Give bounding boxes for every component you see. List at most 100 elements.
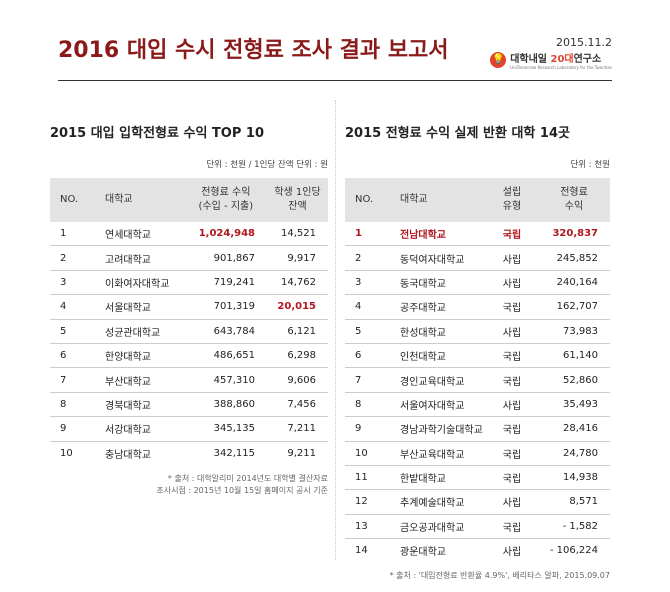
- cell-university: 서울대학교: [95, 294, 185, 320]
- cell-no: 1: [345, 222, 390, 247]
- table-row: 2 동덕여자대학교 사립 245,852: [345, 245, 610, 271]
- cell-university: 한밭대학교: [390, 465, 486, 491]
- cell-no: 11: [345, 465, 390, 491]
- cell-no: 7: [345, 367, 390, 393]
- table-row: 4 서울대학교 701,319 20,015: [50, 294, 328, 320]
- cell-no: 9: [345, 416, 390, 442]
- cell-value2: 7,456: [267, 392, 328, 418]
- cell-value2: 245,852: [538, 245, 610, 271]
- table-row: 1 연세대학교 1,024,948 14,521: [50, 222, 328, 247]
- table-row: 9 서강대학교 345,135 7,211: [50, 416, 328, 442]
- right-title: 2015 전형료 수익 실제 반환 대학 14곳: [345, 126, 570, 141]
- cell-value: 국립: [486, 514, 538, 540]
- cell-value2: 20,015: [267, 294, 328, 320]
- cell-university: 동덕여자대학교: [390, 245, 486, 271]
- cell-university: 추계예술대학교: [390, 489, 486, 515]
- cell-no: 6: [345, 343, 390, 369]
- cell-value: 901,867: [184, 245, 267, 271]
- right-section: 2015 전형료 수익 실제 반환 대학 14곳 단위 : 천원 NO. 대학교…: [345, 122, 610, 582]
- table-row: 5 한성대학교 사립 73,983: [345, 319, 610, 344]
- table-row: 8 서울여자대학교 사립 35,493: [345, 392, 610, 418]
- cell-value: 345,135: [184, 416, 267, 442]
- left-title: 2015 대입 입학전형료 수익 TOP 10: [50, 126, 264, 141]
- cell-value2: 8,571: [538, 489, 610, 515]
- cell-value: 643,784: [184, 319, 267, 344]
- cell-no: 6: [50, 343, 95, 369]
- cell-value: 국립: [486, 294, 538, 320]
- cell-value: 사립: [502, 547, 522, 559]
- col-revenue: 전형료 수익: [560, 187, 588, 212]
- cell-university: 공주대학교: [390, 294, 486, 320]
- table-row: 7 경인교육대학교 국립 52,860: [345, 367, 610, 393]
- cell-university: 연세대학교: [95, 222, 185, 247]
- cell-no: 10: [60, 447, 73, 459]
- cell-value2: 14,521: [267, 222, 328, 247]
- cell-value: 사립: [486, 392, 538, 418]
- cell-no: 9: [50, 416, 95, 442]
- table-header: NO. 대학교 전형료 수익 (수입 - 지출) 학생 1인당 잔액: [50, 178, 328, 222]
- logo: 💡 대학내일 20대연구소 UniTomorrow Research Labor…: [490, 50, 612, 70]
- cell-value2: 9,917: [267, 245, 328, 271]
- cell-value2: 7,211: [267, 416, 328, 442]
- cell-university: 동국대학교: [390, 270, 486, 296]
- cell-value2: 320,837: [538, 222, 610, 247]
- right-source-note: * 출처 : '대입전형료 반환율 4.9%', 베리타스 알파, 2015.0…: [389, 571, 610, 581]
- cell-university: 경남과학기술대학교: [390, 416, 486, 442]
- table-row: 2 고려대학교 901,867 9,917: [50, 245, 328, 271]
- table-row: 7 부산대학교 457,310 9,606: [50, 367, 328, 393]
- cell-value: 388,860: [184, 392, 267, 418]
- cell-value2: 9,606: [267, 367, 328, 393]
- cell-no: 5: [50, 319, 95, 344]
- cell-value2: 73,983: [538, 319, 610, 344]
- cell-value2: 6,121: [267, 319, 328, 344]
- cell-value: 457,310: [184, 367, 267, 393]
- left-unit: 단위 : 천원 / 1인당 잔액 단위 : 원: [206, 160, 328, 170]
- cell-university: 금오공과대학교: [390, 514, 486, 540]
- cell-value2: 6,298: [267, 343, 328, 369]
- col-university: 대학교: [105, 194, 133, 205]
- title-divider: [58, 80, 612, 81]
- cell-university: 한양대학교: [95, 343, 185, 369]
- cell-value: 국립: [486, 441, 538, 466]
- cell-value2: 14,762: [267, 270, 328, 296]
- table-row: 1 전남대학교 국립 320,837: [345, 222, 610, 247]
- col-per-student: 학생 1인당 잔액: [274, 187, 321, 212]
- cell-university: 충남대학교: [105, 449, 151, 461]
- cell-value: 국립: [486, 343, 538, 369]
- cell-value2: 162,707: [538, 294, 610, 320]
- cell-no: 5: [345, 319, 390, 344]
- cell-no: 2: [50, 245, 95, 271]
- cell-university: 인천대학교: [390, 343, 486, 369]
- cell-value2: 28,416: [538, 416, 610, 442]
- cell-university: 경북대학교: [95, 392, 185, 418]
- cell-value2: - 1,582: [538, 514, 610, 540]
- cell-no: 12: [345, 489, 390, 515]
- cell-no: 14: [355, 545, 368, 557]
- table-row: 4 공주대학교 국립 162,707: [345, 294, 610, 320]
- table-row: 8 경북대학교 388,860 7,456: [50, 392, 328, 418]
- cell-university: 고려대학교: [95, 245, 185, 271]
- cell-value2: 9,211: [287, 447, 316, 459]
- column-divider: [335, 100, 336, 560]
- cell-value: 486,651: [184, 343, 267, 369]
- cell-value: 719,241: [184, 270, 267, 296]
- cell-value: 1,024,948: [184, 222, 267, 247]
- refund-table: NO. 대학교 설립 유형 전형료 수익 1 전남대학교 국립 320,837 2 동덕여자대…: [345, 178, 610, 562]
- top10-table: NO. 대학교 전형료 수익 (수입 - 지출) 학생 1인당 잔액 1 연세대학교 1…: [50, 178, 328, 465]
- cell-no: 8: [345, 392, 390, 418]
- cell-value: 사립: [486, 319, 538, 344]
- left-section: 2015 대입 입학전형료 수익 TOP 10 단위 : 천원 / 1인당 잔액…: [50, 122, 328, 497]
- cell-no: 4: [50, 294, 95, 320]
- col-revenue: 전형료 수익 (수입 - 지출): [198, 187, 254, 212]
- cell-no: 2: [345, 245, 390, 271]
- cell-university: 전남대학교: [390, 222, 486, 247]
- cell-no: 3: [50, 270, 95, 296]
- col-university: 대학교: [400, 194, 428, 205]
- table-row: 10 부산교육대학교 국립 24,780: [345, 441, 610, 466]
- cell-university: 광운대학교: [400, 547, 446, 559]
- left-source-note: * 출처 : 대학알리미 2014년도 대학별 결산자료 조사시점 : 2015년…: [156, 473, 328, 495]
- cell-no: 8: [50, 392, 95, 418]
- table-row: 5 성균관대학교 643,784 6,121: [50, 319, 328, 344]
- table-row: 14 광운대학교 사립 - 106,224: [345, 539, 610, 563]
